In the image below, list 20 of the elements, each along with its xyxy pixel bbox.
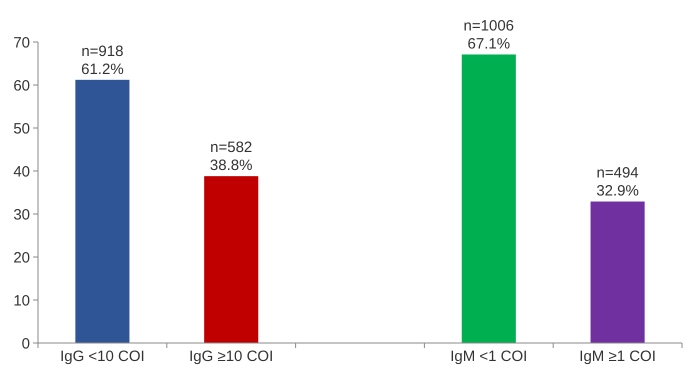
data-label: n=582 38.8% [210,139,252,174]
y-tick-label: 10 [13,292,30,310]
data-label: n=1006 67.1% [464,17,514,52]
y-tick-label: 30 [13,206,30,224]
y-tick-label: 0 [22,335,30,352]
y-tick-label: 60 [13,77,30,94]
y-tick-label: 70 [13,34,30,52]
data-label: n=494 32.9% [596,164,639,200]
x-tick-label: IgG ≥10 COI [189,348,274,365]
x-tick-label: IgG <10 COI [60,348,145,365]
data-label: n=918 61.2% [81,42,124,78]
bar [590,202,645,343]
bar [75,80,130,343]
x-tick-label: IgM ≥1 COI [579,348,656,365]
y-tick-label: 40 [13,163,30,180]
y-tick-label: 20 [13,249,30,266]
bar [462,54,516,343]
y-tick-label: 50 [13,120,30,138]
x-tick-label: IgM <1 COI [450,348,528,365]
bar [204,176,258,343]
